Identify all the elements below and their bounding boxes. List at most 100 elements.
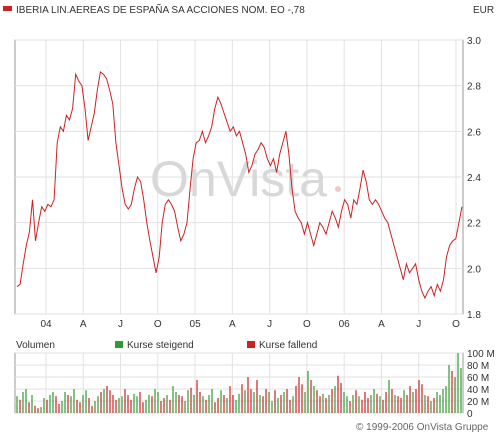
volume-bar [412,392,414,413]
price-x-tick-label: J [267,319,272,330]
volume-bar [250,389,252,413]
falling-legend-label: Kurse fallend [259,340,317,351]
price-x-tick-label: O [154,319,162,330]
volume-bar [307,371,309,413]
volume-bar [445,386,447,413]
price-y-tick-label: 3.0 [467,36,481,47]
volume-bar [166,395,168,413]
volume-bar [82,395,84,413]
volume-bar [301,384,303,413]
volume-bar [241,384,243,413]
volume-bar [409,386,411,413]
volume-bar [265,389,267,413]
volume-bar [106,386,108,413]
volume-bar [223,395,225,413]
volume-bar [151,396,153,413]
volume-bar [271,401,273,413]
volume-y-tick-label: 20 M [467,397,489,408]
volume-bar [340,383,342,413]
volume-bar [334,386,336,413]
volume-bar [196,380,198,413]
volume-bar [190,387,192,413]
volume-bar [295,386,297,413]
volume-bar [286,389,288,413]
volume-bar [181,396,183,413]
volume-bar [418,380,420,413]
volume-bar [373,389,375,413]
volume-bar [292,396,294,413]
currency-label: EUR [473,5,494,16]
volume-bar [232,395,234,413]
price-x-tick-label: O [303,319,311,330]
price-x-tick-label: A [229,319,236,330]
volume-bar [442,389,444,413]
price-y-tick-label: 2.0 [467,264,481,275]
volume-bar [97,396,99,413]
volume-bar [127,395,129,413]
volume-bar [280,395,282,413]
volume-bar [427,396,429,413]
rising-legend-label: Kurse steigend [127,340,194,351]
volume-bar [124,389,126,413]
volume-bar [121,396,123,413]
volume-bar [19,399,21,413]
volume-bar [160,401,162,413]
volume-bar [175,392,177,413]
volume-bar [346,396,348,413]
volume-bar [451,371,453,413]
volume-bar [385,392,387,413]
volume-bar [139,392,141,413]
rising-legend-swatch [115,341,123,348]
volume-bar [382,399,384,413]
price-x-tick-label: O [452,319,460,330]
volume-bar [22,392,24,413]
price-x-tick-label: J [416,319,421,330]
volume-bar [352,395,354,413]
volume-bar [394,395,396,413]
volume-y-tick-label: 0 [467,409,473,420]
volume-bar [226,398,228,413]
legend-swatch [3,6,12,11]
volume-bar [157,392,159,413]
volume-label: Volumen [16,340,55,351]
volume-bar [454,377,456,413]
volume-bar [100,392,102,413]
volume-bar [103,389,105,413]
volume-bars [16,353,462,413]
volume-bar [349,401,351,413]
volume-bar [25,389,27,413]
volume-y-tick-label: 60 M [467,373,489,384]
volume-bar [262,396,264,413]
volume-bar [388,380,390,413]
volume-bar [70,396,72,413]
volume-bar [40,407,42,413]
volume-bar [115,399,117,413]
volume-bar [154,389,156,413]
volume-bar [268,392,270,413]
volume-bar [238,393,240,413]
volume-bar [358,396,360,413]
volume-bar [361,399,363,413]
price-x-tick-label: A [80,319,87,330]
volume-bar [148,395,150,413]
volume-bar [328,395,330,413]
volume-bar [220,390,222,413]
volume-bar [64,392,66,413]
volume-bar [415,389,417,413]
price-y-axis: 1.8 2.0 2.2 2.4 2.6 2.8 3.0 [467,36,481,321]
price-x-axis: 04 A J O 05 A J O 06 A J O [40,319,460,330]
volume-bar [421,384,423,413]
volume-bar [85,390,87,413]
volume-bar [229,386,231,413]
volume-bar [391,389,393,413]
volume-bar [322,393,324,413]
volume-bar [67,395,69,413]
falling-legend-swatch [247,341,255,348]
volume-bar [460,368,462,413]
price-y-tick-label: 2.4 [467,173,481,184]
volume-bar [277,398,279,413]
volume-bar [211,389,213,413]
volume-bar [403,390,405,413]
